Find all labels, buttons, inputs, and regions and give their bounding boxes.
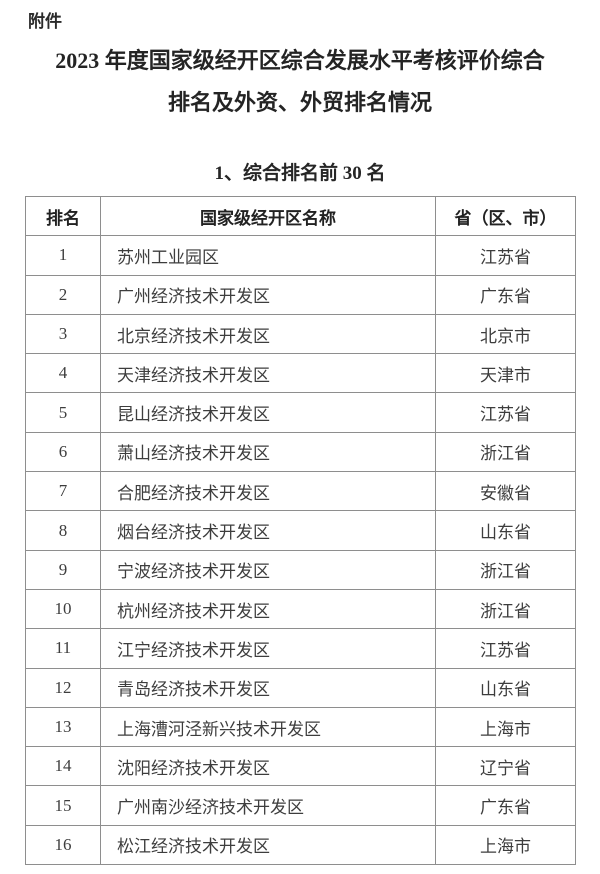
table-row: 15 广州南沙经济技术开发区 广东省 [25, 785, 576, 826]
zone-name-cell: 苏州工业园区 [100, 235, 436, 276]
rank-cell: 6 [25, 431, 101, 473]
section-heading: 1、综合排名前 30 名 [214, 163, 386, 184]
header-province: 省（区、市） [435, 195, 576, 237]
table-row: 11 江宁经济技术开发区 江苏省 [25, 628, 576, 669]
ranking-table: 排名 国家级经开区名称 省（区、市） 1 苏州工业园区 江苏省 2 广州经济技术… [25, 195, 576, 866]
header-zone-name: 国家级经开区名称 [100, 195, 436, 237]
table-row: 2 广州经济技术开发区 广东省 [25, 274, 576, 315]
province-cell: 山东省 [435, 510, 576, 551]
rank-cell: 14 [25, 746, 101, 787]
rank-cell: 3 [25, 313, 101, 355]
table-header-row: 排名 国家级经开区名称 省（区、市） [25, 195, 576, 237]
zone-name-cell: 烟台经济技术开发区 [100, 510, 436, 551]
zone-name-cell: 天津经济技术开发区 [100, 353, 436, 394]
table-row: 14 沈阳经济技术开发区 辽宁省 [25, 746, 576, 787]
rank-cell: 13 [25, 706, 101, 748]
zone-name-cell: 广州南沙经济技术开发区 [100, 785, 436, 826]
rank-cell: 9 [25, 549, 101, 590]
rank-cell: 16 [25, 824, 101, 866]
table-row: 16 松江经济技术开发区 上海市 [25, 824, 576, 866]
province-cell: 广东省 [435, 785, 576, 826]
zone-name-cell: 萧山经济技术开发区 [100, 431, 436, 473]
province-cell: 江苏省 [435, 628, 576, 669]
province-cell: 山东省 [435, 667, 576, 708]
province-cell: 浙江省 [435, 549, 576, 590]
table-row: 4 天津经济技术开发区 天津市 [25, 353, 576, 394]
zone-name-cell: 广州经济技术开发区 [100, 274, 436, 315]
rank-cell: 2 [25, 274, 101, 315]
province-cell: 广东省 [435, 274, 576, 315]
document-title: 2023 年度国家级经开区综合发展水平考核评价综合 排名及外资、外贸排名情况 [0, 40, 600, 124]
province-cell: 上海市 [435, 824, 576, 866]
table-row: 9 宁波经济技术开发区 浙江省 [25, 549, 576, 590]
province-cell: 辽宁省 [435, 746, 576, 787]
zone-name-cell: 昆山经济技术开发区 [100, 392, 436, 433]
zone-name-cell: 北京经济技术开发区 [100, 313, 436, 355]
rank-cell: 11 [25, 628, 101, 669]
table-row: 10 杭州经济技术开发区 浙江省 [25, 588, 576, 630]
zone-name-cell: 上海漕河泾新兴技术开发区 [100, 706, 436, 748]
document-title-line1: 2023 年度国家级经开区综合发展水平考核评价综合 [55, 48, 545, 73]
rank-cell: 15 [25, 785, 101, 826]
rank-cell: 1 [25, 235, 101, 276]
rank-cell: 8 [25, 510, 101, 551]
rank-cell: 10 [25, 588, 101, 630]
table-row: 5 昆山经济技术开发区 江苏省 [25, 392, 576, 433]
table-row: 13 上海漕河泾新兴技术开发区 上海市 [25, 706, 576, 748]
zone-name-cell: 合肥经济技术开发区 [100, 471, 436, 512]
zone-name-cell: 松江经济技术开发区 [100, 824, 436, 866]
document-title-line2: 排名及外资、外贸排名情况 [167, 90, 432, 115]
table-row: 1 苏州工业园区 江苏省 [25, 235, 576, 276]
table-row: 8 烟台经济技术开发区 山东省 [25, 510, 576, 551]
zone-name-cell: 杭州经济技术开发区 [100, 588, 436, 630]
zone-name-cell: 江宁经济技术开发区 [100, 628, 436, 669]
province-cell: 上海市 [435, 706, 576, 748]
table-row: 3 北京经济技术开发区 北京市 [25, 313, 576, 355]
province-cell: 浙江省 [435, 588, 576, 630]
rank-cell: 4 [25, 353, 101, 394]
zone-name-cell: 青岛经济技术开发区 [100, 667, 436, 708]
province-cell: 安徽省 [435, 471, 576, 512]
attachment-label: 附件 [28, 12, 62, 31]
zone-name-cell: 沈阳经济技术开发区 [100, 746, 436, 787]
province-cell: 北京市 [435, 313, 576, 355]
rank-cell: 7 [25, 471, 101, 512]
province-cell: 江苏省 [435, 235, 576, 276]
rank-cell: 12 [25, 667, 101, 708]
province-cell: 天津市 [435, 353, 576, 394]
table-row: 6 萧山经济技术开发区 浙江省 [25, 431, 576, 473]
zone-name-cell: 宁波经济技术开发区 [100, 549, 436, 590]
table-row: 7 合肥经济技术开发区 安徽省 [25, 471, 576, 512]
header-rank: 排名 [25, 195, 101, 237]
province-cell: 浙江省 [435, 431, 576, 473]
rank-cell: 5 [25, 392, 101, 433]
table-row: 12 青岛经济技术开发区 山东省 [25, 667, 576, 708]
province-cell: 江苏省 [435, 392, 576, 433]
